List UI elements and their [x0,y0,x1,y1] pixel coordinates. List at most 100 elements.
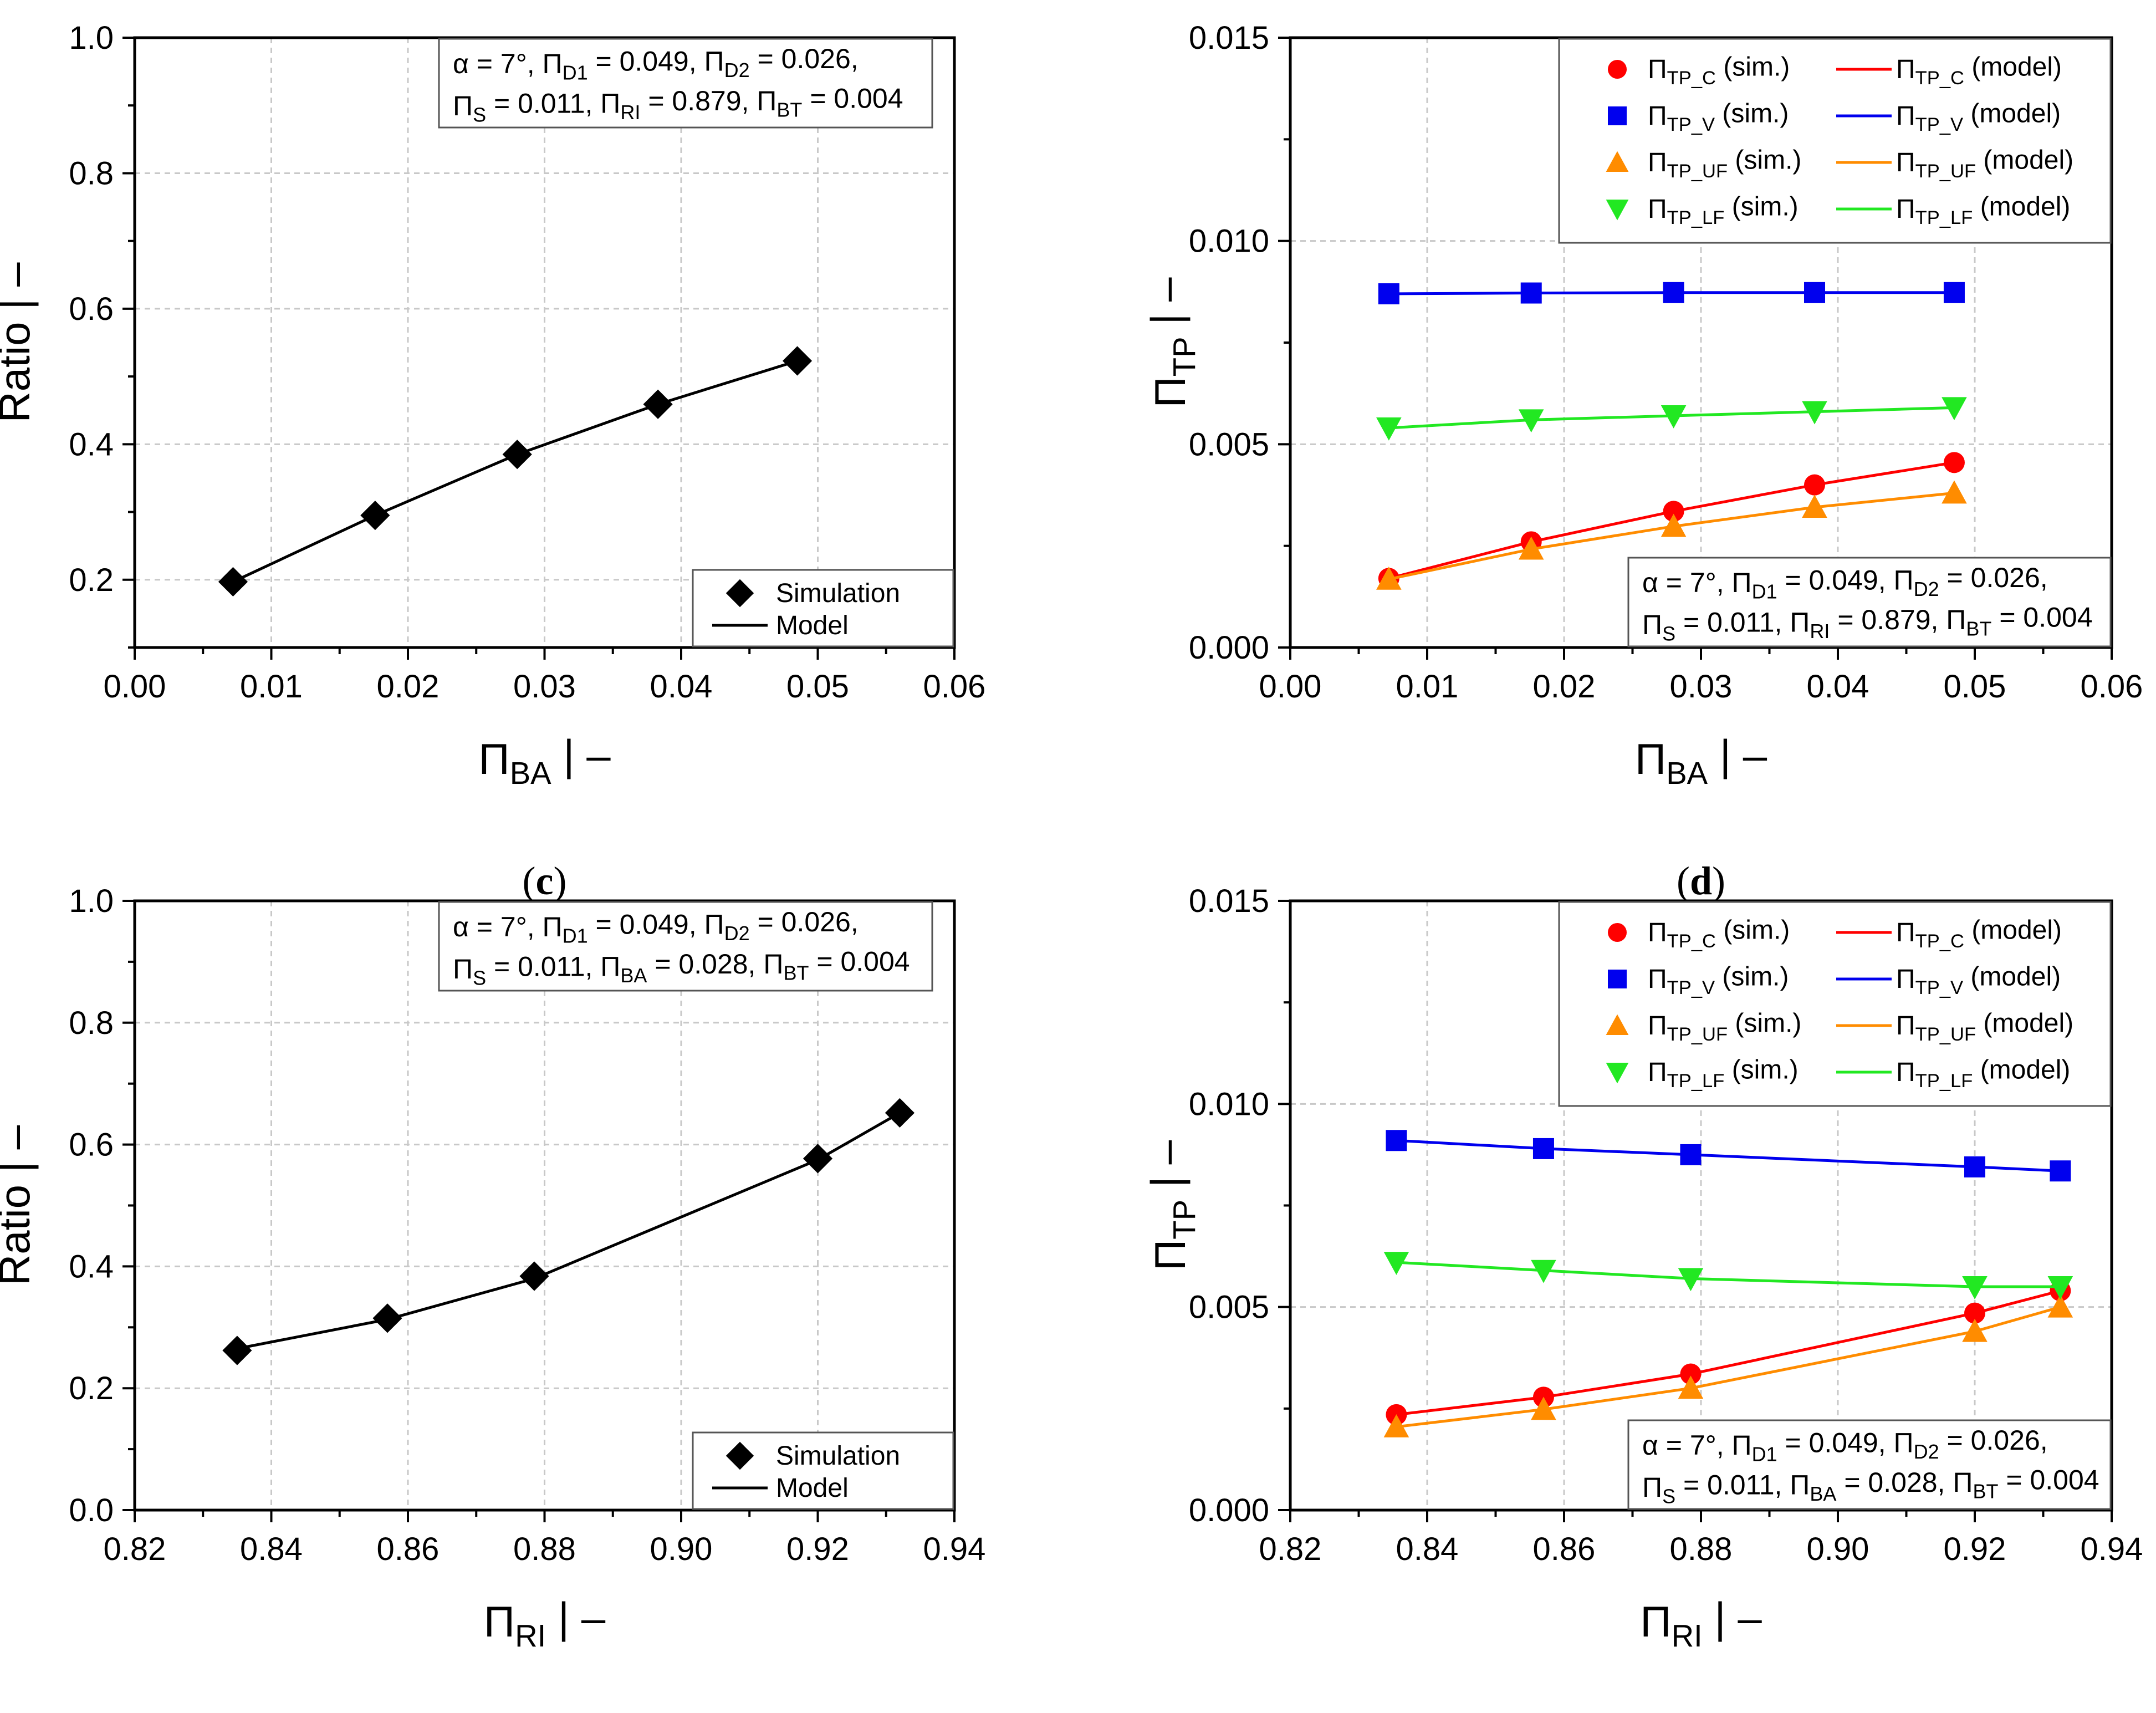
legend: ΠTP_C (sim.) ΠTP_C (model)ΠTP_V (sim.) ΠTP… [1558,38,2112,244]
x-tick-label: 0.84 [240,1531,303,1567]
subscript: RI [515,1618,546,1653]
legend-label: ΠTP_C (sim.) [1648,916,1790,952]
legend-label: ΠTP_C (model) [1896,916,2062,952]
text-run: Ratio [0,322,39,422]
panel-e: 0.82 0.84 0.86 0.88 0.90 0.92 0.94 0.0 0.2 0.4 0.6… [0,883,986,1653]
legend-marker [1608,923,1627,942]
panel-label: (c) [523,859,567,903]
annotation-box: α = 7°, ΠD1 = 0.049, ΠD2 = 0.026,ΠS = 0.… [1627,1419,2112,1510]
y-tick-label: 0.2 [69,562,114,598]
subscript: TP_LF [1667,1070,1725,1092]
annotation-line: α = 7°, ΠD1 = 0.049, ΠD2 = 0.026, [453,906,859,947]
text-run: = 0.879, Π [1830,604,1966,635]
text-run: Π [1146,1240,1194,1271]
subscript: RI [620,101,640,124]
subscript: TP_V [1667,114,1715,135]
text-run: = 0.049, Π [1777,1428,1914,1459]
y-tick-label: 0.8 [69,155,114,191]
data-point [1962,1318,1988,1342]
series-line [1396,1261,2061,1288]
subscript: TP_C [1667,68,1716,89]
legend-label: ΠTP_C (sim.) [1648,53,1790,89]
data-point [1942,480,1967,504]
text-run: (sim.) [1716,916,1790,945]
y-tick-label: 0.010 [1189,1086,1269,1122]
annotation-box: α = 7°, ΠD1 = 0.049, ΠD2 = 0.026,ΠS = 0.… [438,38,933,129]
data-point [1678,1375,1704,1399]
text-run: = 0.049, Π [1777,565,1914,596]
text-run: α = 7°, Π [1642,1430,1752,1461]
annotation-box: α = 7°, ΠD1 = 0.049, ΠD2 = 0.026,ΠS = 0.… [438,901,933,992]
text-run: Π [1642,609,1662,640]
data-point [1383,1414,1409,1437]
y-tick-label: 0.015 [1189,20,1269,56]
x-tick-label: 0.84 [1396,1531,1459,1567]
text-run: (model) [1964,916,2062,945]
legend-label: ΠTP_V (sim.) [1648,99,1789,135]
x-tick-label: 0.88 [513,1531,576,1567]
y-tick-label: 0.6 [69,1127,114,1163]
text-run: (model) [1973,1056,2070,1085]
text-run: Π [1648,1058,1667,1087]
subscript: BA [1666,756,1708,791]
y-tick-label: 0.6 [69,291,114,327]
x-tick-label: 0.86 [1533,1531,1596,1567]
data-point [1943,282,1965,303]
legend-marker [1608,970,1627,988]
paren: ( [523,859,536,903]
y-tick-label: 0.015 [1189,883,1269,919]
data-point [1378,283,1399,304]
subscript: TP_UF [1667,161,1728,182]
subscript: TP_C [1915,68,1964,89]
annotation-frame [438,38,933,129]
legend-label: Model [776,1474,849,1503]
y-tick-label: 0.005 [1189,1289,1269,1325]
legend-marker [726,1441,754,1470]
annotation-frame [1627,557,2112,648]
text-run: Π [1648,101,1667,131]
subscript: S [473,104,486,126]
y-axis-label: Ratio | – [0,262,39,423]
subscript: RI [1672,1618,1703,1653]
data-point [1663,501,1684,522]
subscript: BA [620,964,647,987]
annotation-frame [1627,1419,2112,1510]
x-tick-label: 0.90 [650,1531,713,1567]
x-tick-label: 0.88 [1670,1531,1733,1567]
y-tick-label: 0.4 [69,426,114,462]
legend-marker [1606,1014,1629,1035]
text-run: = 0.026, [1939,1425,2048,1456]
text-run: Ratio [0,1185,39,1286]
x-tick-label: 0.04 [650,669,713,705]
subscript: TP_UF [1915,161,1976,182]
data-point [1532,1138,1554,1159]
panel-letter: d [1690,859,1712,903]
legend-label: Simulation [776,1441,900,1471]
legend: Simulation Model [692,1431,954,1510]
subscript: TP_V [1915,114,1963,135]
data-point [1383,1252,1409,1275]
text-run: (sim.) [1728,146,1801,175]
y-axis-label: Ratio | – [0,1125,39,1286]
subscript: TP [1167,1200,1202,1240]
subscript: TP_UF [1915,1024,1976,1045]
text-run: | – [0,262,39,322]
x-tick-label: 0.06 [923,669,986,705]
text-run: Π [453,954,473,985]
x-tick-label: 0.94 [2081,1531,2143,1567]
y-tick-label: 0.0 [69,1492,114,1528]
legend-frame [1558,901,2112,1107]
subscript: D2 [724,59,750,81]
subscript: RI [1810,620,1830,643]
text-run: = 0.011, Π [1675,607,1810,638]
x-axis-label: ΠBA | – [478,731,611,791]
data-point [1804,474,1826,496]
text-run: Π [1648,195,1667,224]
subscript: BT [1973,1480,1998,1503]
x-tick-label: 0.86 [377,1531,440,1567]
x-tick-label: 0.94 [923,1531,986,1567]
subscript: BT [776,99,802,121]
annotation-line: α = 7°, ΠD1 = 0.049, ΠD2 = 0.026, [453,43,859,84]
subscript: S [1662,1485,1675,1508]
text-run: = 0.011, Π [486,88,620,119]
